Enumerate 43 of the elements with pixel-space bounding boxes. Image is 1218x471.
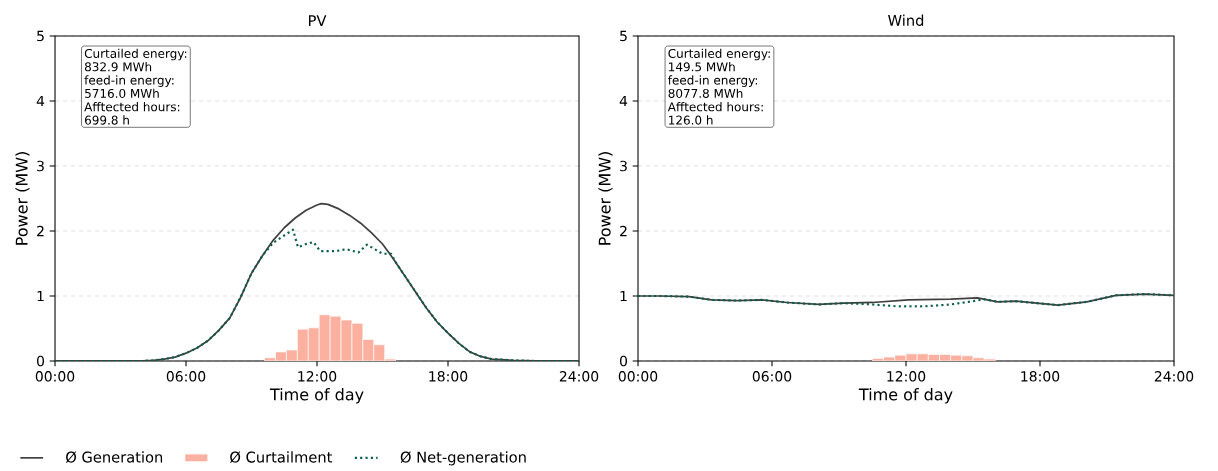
annotation: 126.0 h xyxy=(669,115,713,125)
x-tick-label: 18:00 xyxy=(429,371,468,382)
y-tick-label: 0 xyxy=(36,355,45,367)
y-tick-label: 1 xyxy=(37,290,44,302)
annotation: Curtailed energy: xyxy=(668,48,770,61)
legend-label: Ø Curtailment xyxy=(230,451,333,463)
y-tick-label: 2 xyxy=(620,225,627,237)
annotation: feed-in energy: xyxy=(668,75,758,87)
y-tick-label: 1 xyxy=(620,290,627,302)
y-tick-label: 2 xyxy=(37,225,44,237)
x-axis-title: Time of day xyxy=(269,388,364,404)
y-axis-title: Power (MW) xyxy=(598,152,613,245)
x-tick-label: 12:00 xyxy=(887,371,926,382)
annotation: 5716.0 MWh xyxy=(85,88,159,98)
y-tick-label: 0 xyxy=(619,355,628,367)
chart-title: Wind xyxy=(888,14,924,26)
annotation: 149.5 MWh xyxy=(669,62,735,72)
annotation: 832.9 MWh xyxy=(84,62,152,72)
y-tick-label: 3 xyxy=(37,160,44,172)
x-tick-label: 24:00 xyxy=(1154,371,1194,382)
chart-title: PV xyxy=(309,15,327,26)
y-tick-label: 5 xyxy=(37,30,44,42)
annotation: 699.8 h xyxy=(84,115,129,125)
y-tick-label: 5 xyxy=(620,30,627,42)
x-tick-label: 06:00 xyxy=(752,371,792,382)
annotation: Curtailed energy: xyxy=(84,48,187,61)
x-tick-label: 00:00 xyxy=(35,371,75,382)
y-axis-title: Power (MW) xyxy=(15,152,30,245)
x-axis-title: Time of day xyxy=(858,388,953,404)
y-tick-label: 4 xyxy=(619,95,628,107)
x-tick-label: 18:00 xyxy=(1021,371,1060,382)
annotation: Afftected hours: xyxy=(84,102,180,112)
x-tick-label: 06:00 xyxy=(166,371,206,382)
y-tick-label: 4 xyxy=(36,95,45,107)
annotation: 8077.8 MWh xyxy=(668,88,743,98)
x-tick-label: 24:00 xyxy=(559,371,599,382)
annotation: Afftected hours: xyxy=(667,102,763,112)
legend-label: Ø Generation xyxy=(66,451,163,463)
y-tick-label: 3 xyxy=(620,160,627,172)
legend-label: Ø Net-generation xyxy=(400,451,526,466)
annotation: feed-in energy: xyxy=(84,75,174,87)
x-tick-label: 00:00 xyxy=(618,371,658,382)
x-tick-label: 12:00 xyxy=(298,371,337,382)
